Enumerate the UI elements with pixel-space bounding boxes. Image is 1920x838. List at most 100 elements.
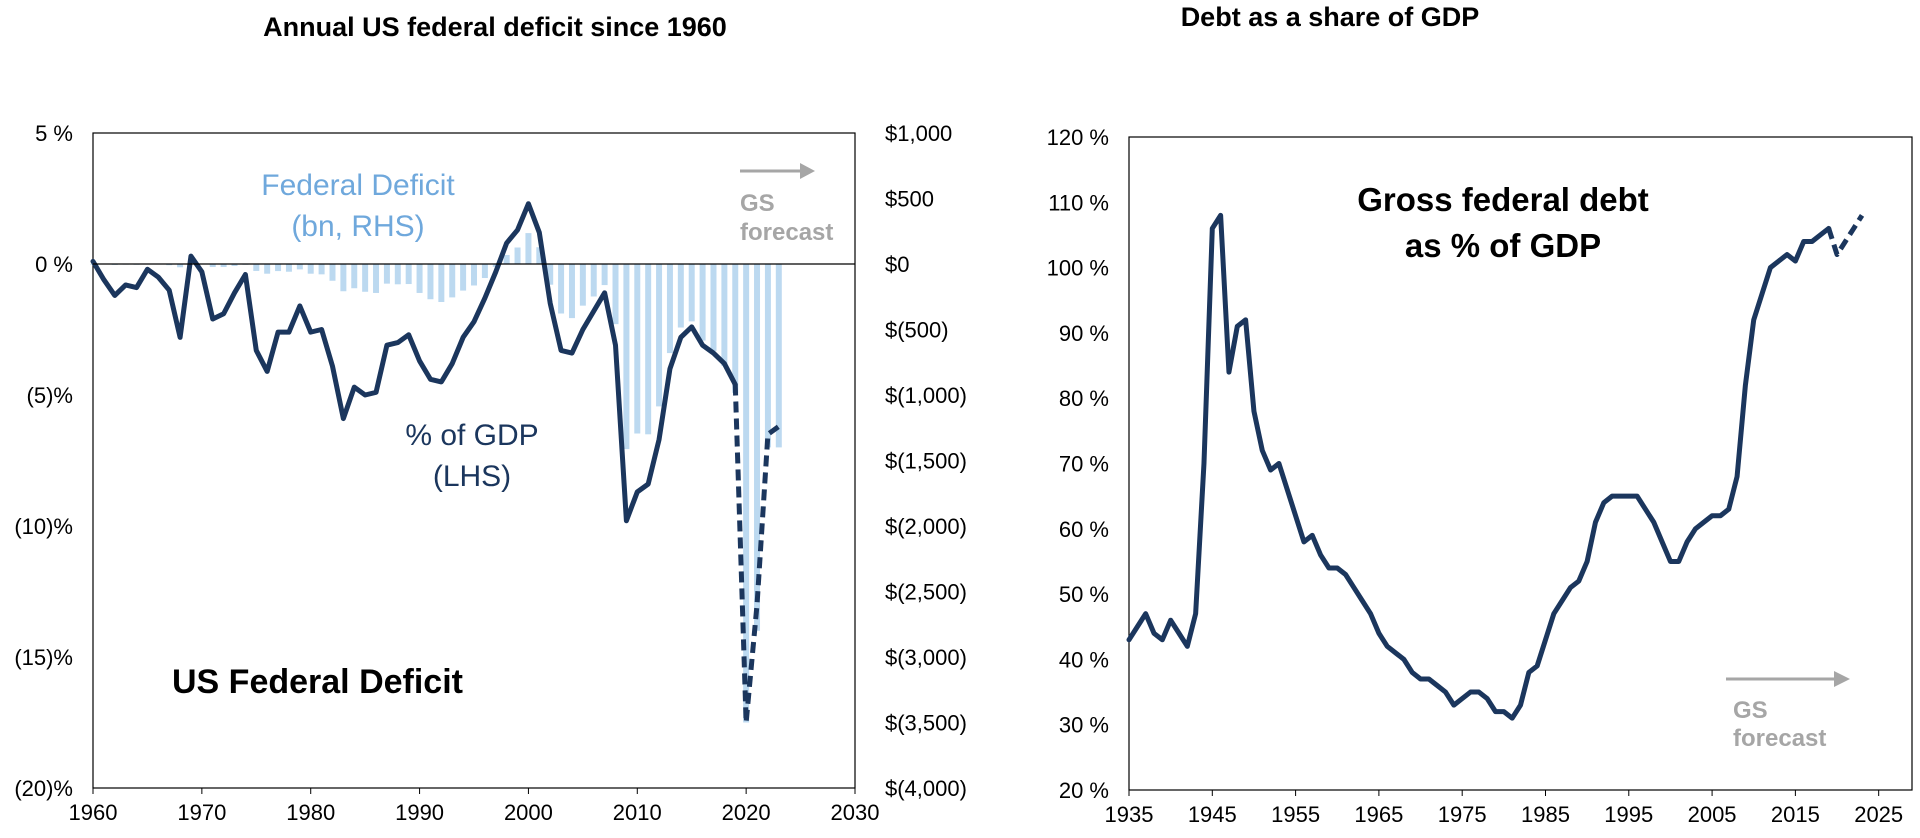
bar-series-label: Federal Deficit — [261, 169, 455, 202]
deficit-bar — [383, 264, 390, 284]
deficit-inner-title: US Federal Deficit — [172, 663, 463, 701]
right-chart-title: Debt as a share of GDP — [1180, 2, 1480, 32]
x-tick-label: 2000 — [504, 800, 553, 825]
bar-series-label-line2: (bn, RHS) — [291, 210, 424, 243]
y-tick-label: 70 % — [1059, 452, 1109, 477]
deficit-bar — [231, 264, 238, 266]
deficit-bar — [275, 264, 282, 272]
debt-inner-title-line2: as % of GDP — [1405, 227, 1601, 264]
y-right-tick-label: $(2,500) — [885, 580, 967, 605]
deficit-bar — [754, 264, 761, 631]
x-tick-label: 1985 — [1521, 802, 1570, 827]
x-tick-label: 1945 — [1188, 802, 1237, 827]
deficit-bar — [405, 264, 412, 285]
deficit-bar — [688, 264, 695, 322]
deficit-bar — [460, 264, 467, 291]
y-left-tick-label: 5 % — [35, 121, 73, 146]
x-tick-label: 2005 — [1688, 802, 1737, 827]
x-tick-label: 1990 — [395, 800, 444, 825]
deficit-bar — [438, 264, 445, 302]
deficit-bar — [307, 264, 314, 274]
y-left-tick-label: 0 % — [35, 252, 73, 277]
deficit-bar — [329, 264, 336, 281]
forecast-arrow-icon — [800, 163, 815, 179]
deficit-bar — [721, 264, 728, 367]
x-tick-label: 1935 — [1105, 802, 1154, 827]
y-right-tick-label: $(500) — [885, 318, 949, 343]
debt-plot-area — [1128, 136, 1913, 791]
gdp-deficit-line — [90, 201, 738, 524]
x-tick-label: 1960 — [69, 800, 118, 825]
deficit-bar — [209, 264, 216, 268]
debt-forecast-label: GS — [1733, 697, 1768, 724]
deficit-bar — [373, 264, 380, 293]
x-tick-label: 1995 — [1604, 802, 1653, 827]
deficit-bar — [177, 264, 184, 268]
forecast-label-line2: forecast — [740, 219, 833, 246]
y-tick-label: 50 % — [1059, 582, 1109, 607]
y-right-tick-label: $1,000 — [885, 121, 952, 146]
y-right-tick-label: $(4,000) — [885, 776, 967, 801]
deficit-plot-area — [92, 132, 856, 789]
deficit-bar — [558, 264, 565, 314]
y-left-tick-label: (10)% — [14, 514, 73, 539]
y-left-tick-label: (15)% — [14, 645, 73, 670]
deficit-bar — [318, 264, 325, 275]
deficit-bar — [710, 264, 717, 352]
deficit-bar — [351, 264, 358, 289]
line-series-label-line2: (LHS) — [433, 460, 511, 493]
y-tick-label: 80 % — [1059, 386, 1109, 411]
y-right-tick-label: $(1,000) — [885, 383, 967, 408]
deficit-bar — [416, 264, 423, 293]
x-tick-label: 1955 — [1271, 802, 1320, 827]
deficit-bar — [394, 264, 401, 285]
debt-chart: 1935 1945 1955 1965 1975 1985 1995 2005 2015 2025… — [1047, 125, 1913, 827]
y-right-tick-label: $0 — [885, 252, 909, 277]
deficit-bar — [677, 264, 684, 328]
x-tick-label: 1970 — [177, 800, 226, 825]
y-left-tick-label: (5)% — [27, 383, 73, 408]
deficit-bar — [340, 264, 347, 292]
deficit-bar — [481, 264, 488, 279]
y-tick-label: 110 % — [1048, 190, 1109, 215]
debt-gdp-forecast-line — [1826, 214, 1865, 258]
y-tick-label: 120 % — [1047, 125, 1109, 150]
x-tick-label: 2030 — [831, 800, 880, 825]
x-tick-label: 2025 — [1854, 802, 1903, 827]
deficit-bar — [645, 264, 652, 435]
y-right-tick-label: $500 — [885, 187, 934, 212]
deficit-bar — [471, 264, 477, 286]
deficit-bar — [427, 264, 434, 300]
deficit-bar — [732, 264, 739, 393]
forecast-label: GS — [740, 190, 775, 217]
deficit-bar — [296, 264, 303, 270]
x-tick-label: 1980 — [286, 800, 335, 825]
deficit-bar — [285, 264, 292, 272]
debt-inner-title: Gross federal debt — [1357, 181, 1649, 218]
y-tick-label: 90 % — [1059, 321, 1109, 346]
deficit-bar — [601, 264, 608, 286]
debt-forecast-label-line2: forecast — [1733, 725, 1826, 752]
y-tick-label: 100 % — [1047, 256, 1109, 281]
deficit-bar — [536, 247, 543, 264]
y-right-tick-label: $(1,500) — [885, 449, 967, 474]
deficit-bar — [503, 254, 510, 264]
x-tick-label: 1975 — [1438, 802, 1487, 827]
y-right-tick-label: $(3,500) — [885, 711, 967, 736]
y-tick-label: 60 % — [1059, 517, 1109, 542]
x-tick-label: 2010 — [613, 800, 662, 825]
left-chart-title: Annual US federal deficit since 1960 — [263, 12, 727, 42]
deficit-bar — [743, 264, 750, 723]
debt-gdp-line — [1126, 212, 1832, 721]
deficit-bar — [612, 264, 619, 325]
deficit-bar — [264, 264, 271, 274]
y-left-tick-label: (20)% — [14, 776, 73, 801]
deficit-chart: 1960 1970 1980 1990 2000 2010 2020 2030 5 % 0 % (5… — [14, 121, 967, 825]
deficit-bar — [362, 264, 369, 292]
deficit-bar — [568, 264, 575, 319]
deficit-bar — [547, 264, 554, 285]
y-tick-label: 30 % — [1059, 713, 1109, 738]
y-tick-label: 40 % — [1059, 647, 1109, 672]
deficit-bar — [579, 264, 586, 306]
deficit-bar — [220, 264, 227, 268]
